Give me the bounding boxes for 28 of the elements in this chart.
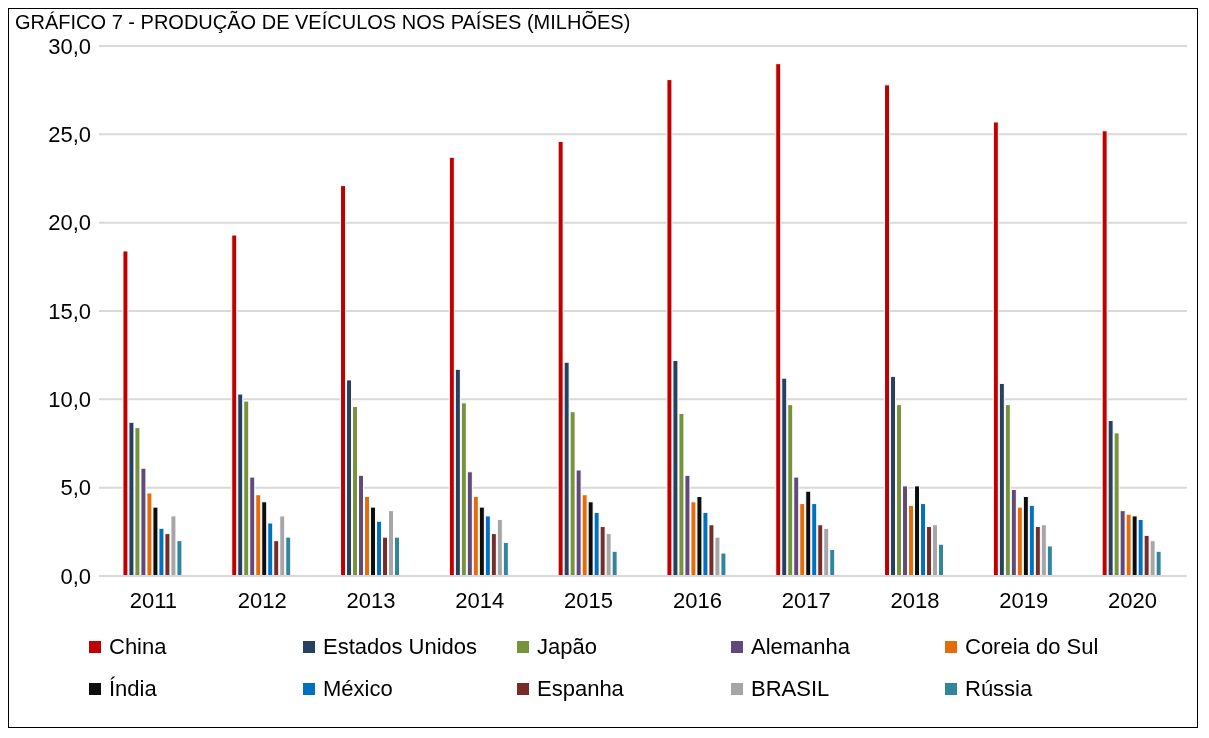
chart-title: GRÁFICO 7 - PRODUÇÃO DE VEÍCULOS NOS PAÍSES (MILHÕES) [15, 11, 631, 33]
x-tick-label: 2014 [455, 587, 505, 613]
y-tick-label: 30,0 [48, 33, 91, 59]
x-tick-label: 2018 [890, 587, 940, 613]
legend-label: Alemanha [751, 634, 851, 660]
x-tick-label: 2015 [564, 587, 614, 613]
y-tick-label: 10,0 [48, 387, 91, 413]
legend-label: China [109, 634, 167, 660]
x-tick-label: 2011 [129, 587, 178, 613]
x-tick-label: 2016 [672, 587, 722, 613]
x-tick-label: 2019 [999, 587, 1049, 613]
legend-label: Coreia do Sul [965, 634, 1099, 660]
x-tick-label: 2020 [1108, 587, 1158, 613]
legend-label: México [323, 676, 393, 702]
legend-label: Estados Unidos [323, 634, 478, 660]
x-tick-label: 2012 [237, 587, 287, 613]
legend-label: BRASIL [751, 676, 830, 702]
x-tick-label: 2017 [781, 587, 831, 613]
y-tick-label: 20,0 [48, 210, 91, 236]
y-tick-label: 0,0 [60, 563, 91, 589]
y-tick-label: 25,0 [48, 122, 91, 148]
legend-label: Japão [537, 634, 597, 660]
legend-label: Espanha [537, 676, 624, 702]
y-tick-label: 5,0 [60, 475, 91, 501]
legend-label: Índia [109, 676, 157, 702]
y-tick-label: 15,0 [48, 298, 91, 324]
legend-label: Rússia [965, 676, 1033, 702]
x-tick-label: 2013 [346, 587, 396, 613]
